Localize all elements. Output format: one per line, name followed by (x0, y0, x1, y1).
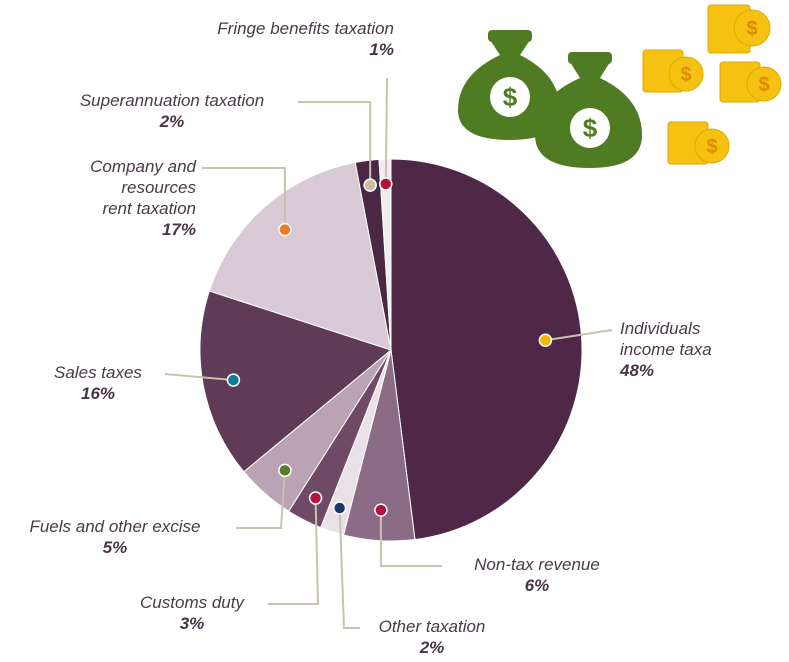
svg-text:$: $ (758, 74, 769, 96)
slice-label: Fuels and other excise 5% (0, 516, 230, 558)
category-name: Sales taxes (54, 363, 142, 382)
slice-label: Sales taxes 16% (38, 362, 158, 404)
percent-label: 17% (161, 220, 196, 239)
marker-dot (226, 373, 241, 387)
category-name: Company and resources rent taxation (90, 157, 196, 218)
percent-label: 2% (419, 638, 445, 657)
svg-text:$: $ (680, 64, 691, 86)
pie-slice (208, 161, 392, 351)
leader-line (338, 508, 360, 629)
percent-label: 5% (102, 538, 128, 557)
marker-dot (332, 501, 347, 515)
category-name: Customs duty (140, 593, 244, 612)
leader-line (298, 101, 372, 186)
slice-label: Individuals income taxa 48% (620, 318, 789, 381)
marker-dot (278, 222, 292, 237)
marker-dot (363, 178, 377, 192)
leader-line (545, 329, 613, 342)
marker-dot (374, 503, 388, 517)
slice-label: Fringe benefits taxation 1% (164, 18, 394, 60)
leader-line (268, 498, 320, 605)
category-name: Non-tax revenue (474, 555, 600, 574)
leader-line (384, 77, 388, 184)
percent-label: 2% (159, 112, 185, 131)
slice-label: Customs duty 3% (122, 592, 262, 634)
marker-dot (538, 333, 553, 348)
slice-label: Company and resources rent taxation 17% (56, 156, 196, 240)
category-name: Fringe benefits taxation (217, 19, 394, 38)
leader-line (202, 167, 286, 230)
svg-text:$: $ (503, 82, 518, 112)
slice-label: Superannuation taxation 2% (52, 90, 292, 132)
money-illustration: $ $ $ $ $ $ (458, 4, 782, 168)
slice-label: Non-tax revenue 6% (452, 554, 622, 596)
percent-label: 16% (80, 384, 116, 403)
slice-label: Other taxation 2% (362, 616, 502, 658)
percent-label: 48% (620, 361, 655, 380)
pie-slice (199, 290, 393, 473)
category-name: Other taxation (378, 617, 486, 636)
percent-label: 1% (369, 40, 394, 59)
marker-dot (278, 463, 292, 478)
category-name: Individuals income taxa (620, 319, 712, 359)
leader-line (164, 373, 234, 382)
category-name: Superannuation taxation (79, 91, 265, 110)
marker-dot (308, 491, 323, 505)
leader-line (379, 510, 442, 567)
marker-dot (379, 177, 393, 191)
pie-slice (378, 158, 392, 351)
svg-text:$: $ (583, 113, 598, 143)
percent-label: 6% (524, 576, 550, 595)
svg-text:$: $ (706, 136, 717, 158)
pie-slice (390, 158, 583, 541)
percent-label: 3% (179, 614, 205, 633)
category-name: Fuels and other excise (29, 517, 201, 536)
svg-text:$: $ (746, 18, 757, 40)
leader-line (236, 470, 286, 529)
